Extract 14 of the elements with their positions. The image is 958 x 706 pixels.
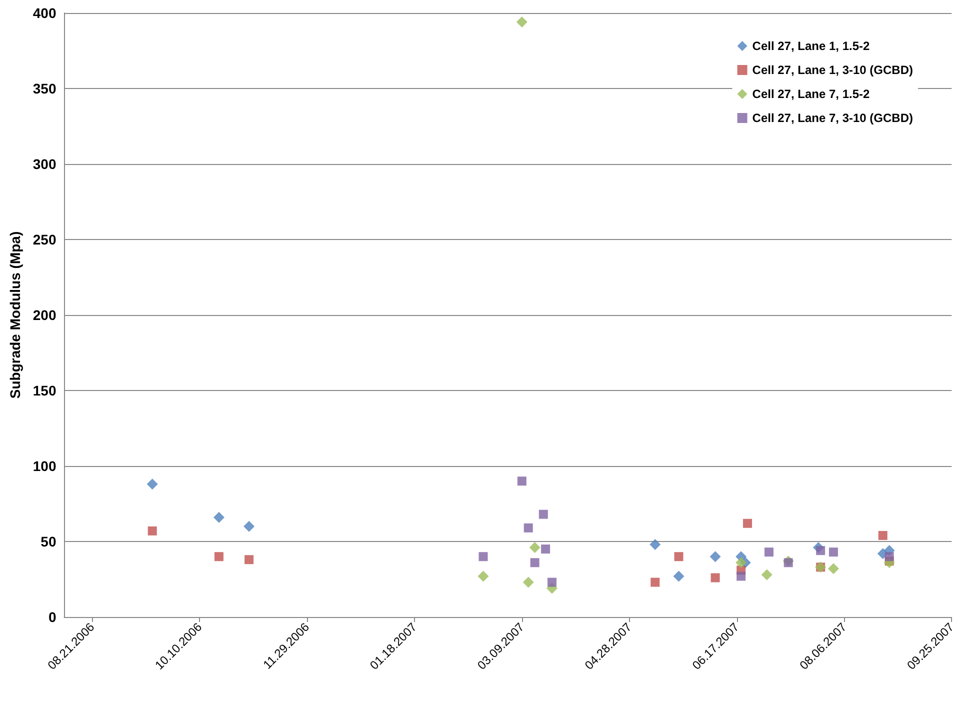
y-tick-label: 0 [48,609,56,625]
y-tick-label: 300 [32,156,56,172]
y-tick-label: 100 [32,458,56,474]
legend-label: Cell 27, Lane 7, 3-10 (GCBD) [752,111,914,125]
y-tick-label: 250 [32,232,56,248]
y-tick-label: 50 [40,534,56,550]
legend-label: Cell 27, Lane 1, 3-10 (GCBD) [752,63,914,77]
y-axis-title: Subgrade Modulus (Mpa) [7,231,23,399]
y-tick-label: 150 [32,382,56,398]
legend-label: Cell 27, Lane 7, 1.5-2 [752,87,870,101]
y-tick-label: 400 [32,5,56,21]
legend-label: Cell 27, Lane 1, 1.5-2 [752,39,870,53]
y-tick-label: 200 [32,307,56,323]
y-tick-label: 350 [32,80,56,96]
